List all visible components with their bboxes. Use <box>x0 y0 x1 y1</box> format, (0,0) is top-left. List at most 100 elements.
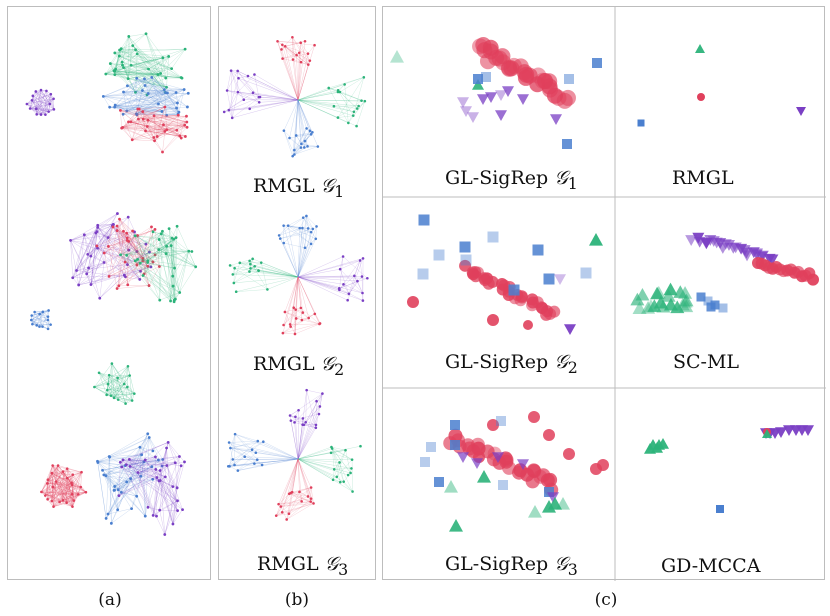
cluster-blue-top <box>101 76 190 117</box>
marker-green-triangle-up <box>630 292 645 306</box>
marker-green-triangle-up <box>678 286 693 299</box>
marker-red-circle <box>559 89 576 106</box>
marker-purple-triangle-down <box>685 235 698 246</box>
marker-blue-square <box>544 487 554 497</box>
marker-blue-square <box>562 139 572 149</box>
marker-green-triangle-up <box>472 79 484 90</box>
marker-red-circle <box>528 411 540 423</box>
panel-b-graphs <box>222 35 369 521</box>
marker-green-triangle-up <box>651 285 666 299</box>
cluster-red-top <box>119 105 189 154</box>
marker-green-triangle-up <box>679 293 694 307</box>
panel-c-scatter <box>383 7 826 581</box>
marker-green-triangle-up <box>675 297 690 311</box>
caption-c: (c) <box>594 590 618 610</box>
marker-green-triangle-up <box>542 500 556 513</box>
cluster-red-mid <box>95 217 161 290</box>
marker-blue-square <box>460 254 472 266</box>
marker-blue-square <box>450 420 460 430</box>
cell-label-glsigrep-g3: GL-SigRep 𝒢3 <box>445 553 578 579</box>
marker-blue-square <box>481 72 491 82</box>
marker-green-triangle-up <box>661 289 676 302</box>
marker-blue-square <box>473 74 483 84</box>
g3-petal-green <box>297 444 362 493</box>
cell-label-gdmcca: GD-MCCA <box>661 555 761 577</box>
marker-purple-triangle-down <box>502 86 514 97</box>
caption-a: (a) <box>98 590 122 610</box>
cluster-green-mid <box>119 224 198 304</box>
marker-blue-square <box>487 231 499 243</box>
marker-blue-square <box>703 296 713 306</box>
marker-purple-triangle-down <box>471 458 483 469</box>
panel-a-graphs <box>25 32 198 536</box>
marker-blue-square <box>459 241 471 253</box>
marker-green-triangle-up <box>762 429 772 438</box>
marker-purple-triangle-down <box>796 107 806 116</box>
cluster-purple-left <box>25 88 56 116</box>
marker-blue-square <box>696 292 706 302</box>
marker-red-circle <box>487 419 499 431</box>
marker-green-triangle-up <box>651 442 663 453</box>
marker-red-circle <box>543 429 555 441</box>
marker-green-triangle-up <box>695 44 705 53</box>
marker-blue-square <box>418 214 430 226</box>
marker-green-triangle-up <box>653 295 668 309</box>
marker-purple-triangle-down <box>467 112 479 123</box>
marker-green-triangle-up <box>657 438 669 449</box>
panel-c: GL-SigRep 𝒢1 RMGL GL-SigRep 𝒢2 SC-ML GL-… <box>382 6 826 581</box>
marker-green-triangle-up <box>679 299 694 313</box>
marker-blue-square <box>580 267 592 279</box>
marker-purple-triangle-down <box>477 94 489 105</box>
marker-purple-triangle-down <box>517 459 529 470</box>
marker-purple-triangle-down <box>460 106 472 117</box>
marker-blue-square <box>716 505 724 513</box>
g3-petal-blue <box>226 432 299 472</box>
marker-green-triangle-up <box>644 443 656 454</box>
marker-purple-triangle-down <box>763 253 776 265</box>
marker-blue-square <box>637 119 645 127</box>
g2-petal-red <box>281 276 322 336</box>
marker-blue-square <box>564 74 574 84</box>
marker-purple-triangle-down <box>495 90 507 101</box>
marker-green-triangle-up <box>650 286 665 300</box>
cell-label-glsigrep-g1: GL-SigRep 𝒢1 <box>445 167 578 193</box>
marker-purple-triangle-down <box>775 427 787 438</box>
marker-green-triangle-up <box>477 470 491 483</box>
g1-petal-red <box>276 35 316 101</box>
g3-petal-red <box>274 458 315 521</box>
marker-purple-triangle-down <box>457 97 469 108</box>
marker-purple-triangle-down <box>517 94 529 105</box>
marker-blue-square <box>532 244 544 256</box>
g1-petal-purple <box>222 69 299 120</box>
g2-petal-blue <box>277 214 318 278</box>
marker-blue-square <box>450 440 460 450</box>
marker-green-triangle-up <box>641 301 656 314</box>
marker-blue-square <box>426 442 436 452</box>
marker-red-circle <box>487 314 499 326</box>
marker-purple-triangle-down <box>485 92 497 103</box>
marker-blue-square <box>496 416 506 426</box>
g1-petal-green <box>297 76 367 128</box>
marker-purple-triangle-down <box>550 114 562 125</box>
marker-green-triangle-up <box>632 301 647 314</box>
marker-blue-square <box>417 268 429 280</box>
marker-blue-square <box>434 477 444 487</box>
marker-green-triangle-up <box>678 295 693 308</box>
marker-purple-triangle-down <box>547 492 559 503</box>
marker-purple-triangle-down <box>457 452 469 463</box>
marker-red-circle <box>807 273 819 286</box>
cluster-blue-small <box>29 309 52 331</box>
marker-green-triangle-up <box>449 519 463 532</box>
marker-red-circle <box>486 275 499 288</box>
marker-blue-square <box>706 302 716 312</box>
cell-label-glsigrep-g2: GL-SigRep 𝒢2 <box>445 351 578 377</box>
marker-blue-square <box>420 457 430 467</box>
marker-purple-triangle-down <box>802 425 814 436</box>
cluster-green-small <box>93 362 136 405</box>
marker-red-circle <box>407 296 419 308</box>
marker-purple-triangle-down <box>710 237 723 249</box>
marker-purple-triangle-down <box>741 250 754 262</box>
marker-green-triangle-up <box>589 233 603 246</box>
marker-purple-triangle-down <box>492 452 504 463</box>
marker-purple-triangle-down <box>756 250 769 262</box>
